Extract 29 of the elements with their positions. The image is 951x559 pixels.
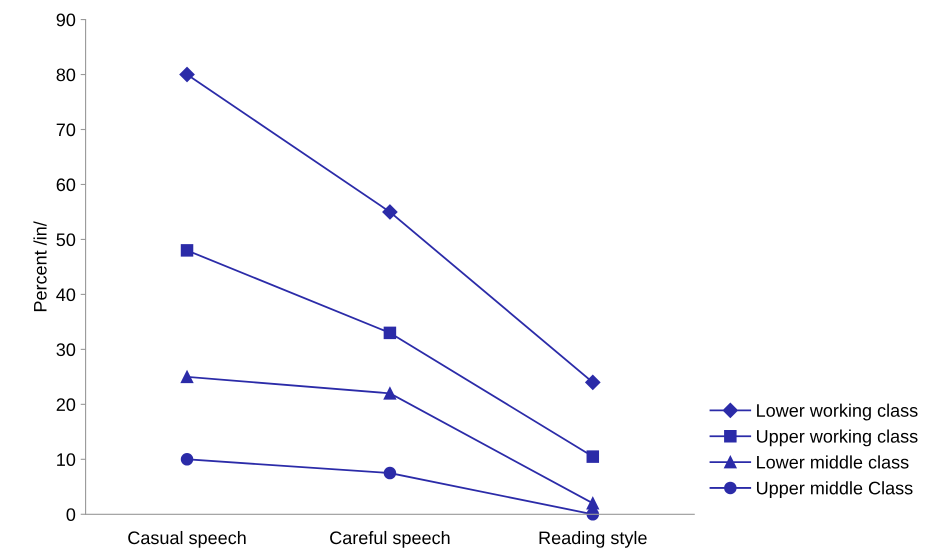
y-tick-label: 30 [56,343,76,356]
x-tick-label: Casual speech [128,530,246,548]
legend-label: Upper working class [757,429,918,446]
point [586,450,600,463]
point [585,374,600,390]
point [382,204,398,220]
point [179,66,195,82]
y-tick-label: 0 [66,508,76,521]
x-tick-label: Reading style [540,530,647,548]
point [384,387,396,400]
point [586,497,600,510]
point [180,244,194,257]
point [180,370,194,384]
x-tick-label: Careful speech [330,530,450,548]
point [384,326,396,340]
y-tick-label: 40 [56,288,76,302]
legend-label: Upper middle Class [757,481,913,498]
point [384,466,396,480]
y-tick-label: 10 [57,453,76,466]
y-tick-label: 20 [56,398,76,412]
y-axis-title: Percent /in/ [33,221,47,312]
legend-label: Lower working class [757,404,918,420]
y-tick-label: 90 [56,14,76,26]
y-tick-label: 80 [56,68,76,82]
y-tick-label: 60 [56,178,76,192]
y-tick-label: 70 [56,123,76,136]
legend-label: Lower middle class [757,455,908,469]
point [180,453,194,466]
y-tick-label: 50 [56,233,76,246]
